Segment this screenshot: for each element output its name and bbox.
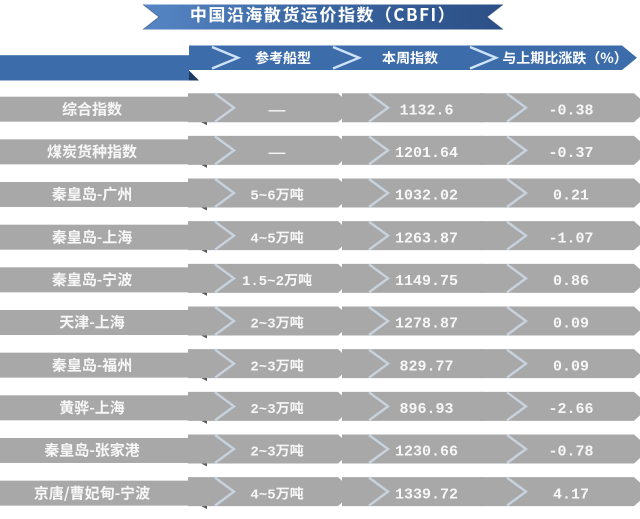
- svg-text:综合指数: 综合指数: [62, 98, 122, 119]
- svg-text:中国沿海散货运价指数（CBFI）: 中国沿海散货运价指数（CBFI）: [190, 1, 456, 26]
- svg-text:-0.37: -0.37: [548, 145, 593, 162]
- svg-text:煤炭货种指数: 煤炭货种指数: [47, 141, 137, 162]
- svg-text:1278.87: 1278.87: [395, 316, 458, 333]
- svg-text:1230.66: 1230.66: [395, 444, 458, 461]
- svg-text:秦皇岛-广州: 秦皇岛-广州: [52, 184, 133, 205]
- svg-text:0.86: 0.86: [553, 273, 589, 290]
- svg-text:4~5万吨: 4~5万吨: [250, 486, 303, 503]
- svg-text:-0.78: -0.78: [548, 444, 593, 461]
- svg-text:1132.6: 1132.6: [399, 102, 453, 119]
- svg-text:——: ——: [268, 103, 286, 119]
- svg-text:829.77: 829.77: [399, 358, 453, 375]
- svg-text:秦皇岛-上海: 秦皇岛-上海: [52, 226, 133, 247]
- svg-text:——: ——: [268, 146, 286, 162]
- svg-text:与上期比涨跌（%）: 与上期比涨跌（%）: [502, 48, 627, 68]
- svg-text:-1.07: -1.07: [548, 230, 593, 247]
- svg-text:0.09: 0.09: [553, 316, 589, 333]
- svg-text:本周指数: 本周指数: [382, 48, 439, 68]
- svg-text:896.93: 896.93: [399, 401, 453, 418]
- svg-text:秦皇岛-福州: 秦皇岛-福州: [52, 354, 133, 375]
- svg-text:2~3万吨: 2~3万吨: [250, 358, 303, 375]
- svg-text:京唐/曹妃甸-宁波: 京唐/曹妃甸-宁波: [34, 482, 150, 503]
- svg-text:1032.02: 1032.02: [395, 188, 458, 205]
- svg-text:天津-上海: 天津-上海: [59, 312, 125, 333]
- svg-text:1149.75: 1149.75: [395, 273, 458, 290]
- svg-text:秦皇岛-宁波: 秦皇岛-宁波: [52, 269, 133, 290]
- svg-text:1.5~2万吨: 1.5~2万吨: [242, 273, 312, 290]
- svg-text:0.09: 0.09: [553, 358, 589, 375]
- svg-text:2~3万吨: 2~3万吨: [250, 316, 303, 333]
- svg-text:5~6万吨: 5~6万吨: [250, 188, 303, 205]
- svg-text:1339.72: 1339.72: [395, 486, 458, 503]
- svg-text:2~3万吨: 2~3万吨: [250, 444, 303, 461]
- svg-text:1201.64: 1201.64: [395, 145, 458, 162]
- svg-text:参考船型: 参考船型: [255, 48, 311, 68]
- svg-text:4.17: 4.17: [553, 486, 589, 503]
- svg-text:2~3万吨: 2~3万吨: [250, 401, 303, 418]
- svg-text:秦皇岛-张家港: 秦皇岛-张家港: [44, 440, 140, 461]
- svg-text:0.21: 0.21: [553, 188, 589, 205]
- svg-text:黄骅-上海: 黄骅-上海: [59, 397, 125, 418]
- svg-text:1263.87: 1263.87: [395, 230, 458, 247]
- svg-text:4~5万吨: 4~5万吨: [250, 230, 303, 247]
- svg-text:-2.66: -2.66: [548, 401, 593, 418]
- svg-text:-0.38: -0.38: [548, 102, 593, 119]
